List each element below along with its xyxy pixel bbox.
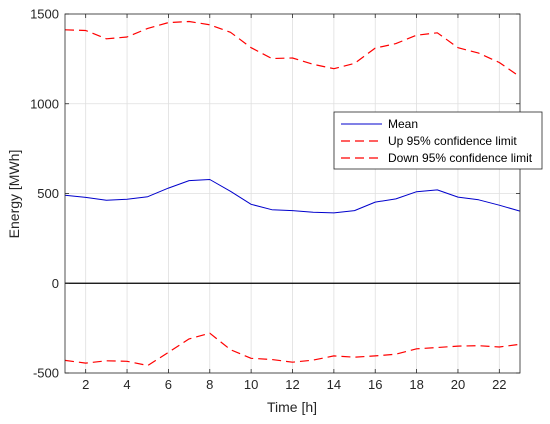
x-tick-label: 4 bbox=[123, 377, 130, 392]
y-tick-label: -500 bbox=[33, 366, 59, 381]
x-tick-label: 14 bbox=[327, 377, 341, 392]
x-tick-label: 18 bbox=[409, 377, 423, 392]
x-tick-label: 12 bbox=[285, 377, 299, 392]
series-line-up-95-confidence-limit bbox=[64, 20, 521, 78]
legend: Mean Up 95% confidence limit Down 95% conf… bbox=[333, 111, 543, 170]
series-line-mean bbox=[64, 179, 521, 214]
x-tick-label: 22 bbox=[492, 377, 506, 392]
grid bbox=[65, 13, 520, 374]
legend-box bbox=[333, 111, 543, 170]
legend-label-up-95-confidence-limit: Up 95% confidence limit bbox=[388, 134, 517, 148]
x-tick-label: 10 bbox=[244, 377, 258, 392]
series-layer bbox=[64, 20, 521, 367]
x-tick-label: 2 bbox=[82, 377, 89, 392]
y-tick-label: 1000 bbox=[30, 96, 59, 111]
x-axis-label: Time [h] bbox=[267, 399, 317, 415]
y-axis-label: Energy [MWh] bbox=[6, 150, 22, 239]
x-tick-label: 16 bbox=[368, 377, 382, 392]
y-tick-label: 0 bbox=[52, 276, 59, 291]
y-tick-label: 1500 bbox=[30, 7, 59, 22]
x-tick-label: 8 bbox=[206, 377, 213, 392]
x-tick-label: 20 bbox=[451, 377, 465, 392]
y-tick-label: 500 bbox=[37, 186, 59, 201]
x-tick-label: 6 bbox=[165, 377, 172, 392]
legend-label-mean: Mean bbox=[388, 117, 418, 131]
y-axis: -500 0 500 1000 1500 bbox=[30, 7, 520, 381]
legend-label-down-95-confidence-limit: Down 95% confidence limit bbox=[388, 151, 533, 165]
x-axis: 2 4 6 8 10 12 14 16 18 20 22 bbox=[82, 14, 507, 392]
series-line-down-95-confidence-limit bbox=[64, 332, 521, 367]
